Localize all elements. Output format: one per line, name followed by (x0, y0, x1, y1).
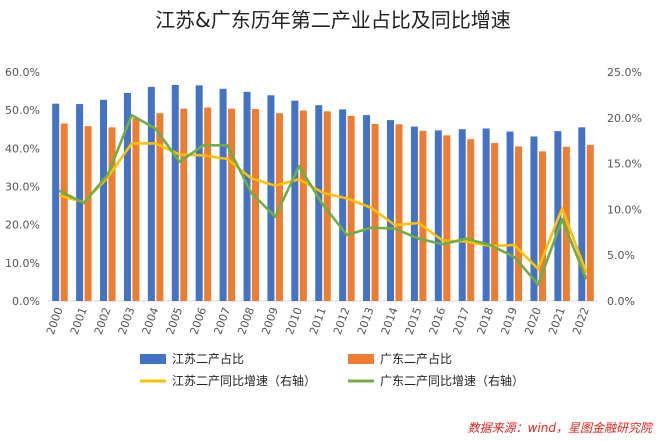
bar-jiangsu-2016 (434, 130, 442, 301)
x-tick-label: 2009 (259, 306, 281, 337)
lines-group (58, 113, 588, 286)
bar-guangdong-2007 (228, 108, 236, 301)
bar-guangdong-2022 (586, 144, 594, 301)
x-tick-label: 2022 (570, 306, 592, 337)
legend-label: 江苏二产占比 (172, 351, 244, 366)
x-tick-label: 2014 (379, 306, 401, 337)
x-tick-label: 2002 (92, 306, 114, 337)
bar-guangdong-2011 (323, 111, 331, 301)
bar-guangdong-2010 (299, 110, 307, 301)
x-tick-label: 2007 (211, 306, 233, 337)
x-tick-label: 2006 (187, 306, 209, 337)
left-tick-label: 0.0% (12, 295, 40, 308)
x-tick-label: 2013 (355, 306, 377, 337)
x-tick-label: 2003 (116, 306, 138, 337)
bar-jiangsu-2004 (147, 86, 155, 301)
chart-title: 江苏&广东历年第二产业占比及同比增速 (155, 8, 511, 32)
bar-jiangsu-2017 (458, 129, 466, 301)
x-tick-label: 2020 (522, 306, 544, 337)
right-tick-label: 25.0% (607, 66, 642, 79)
x-tick-label: 2015 (403, 306, 425, 337)
legend-swatch (140, 354, 166, 364)
bar-guangdong-2005 (180, 108, 188, 301)
source-note: 数据来源：wind，星图金融研究院 (468, 421, 654, 435)
bar-guangdong-2000 (60, 123, 68, 302)
bar-jiangsu-2008 (243, 91, 251, 301)
bar-guangdong-2006 (204, 107, 212, 302)
legend-label: 广东二产占比 (380, 351, 452, 366)
bar-jiangsu-2001 (76, 104, 84, 301)
legend-swatch (348, 354, 374, 364)
bar-jiangsu-2018 (482, 128, 490, 301)
x-tick-label: 2016 (427, 306, 449, 337)
bar-jiangsu-2006 (195, 85, 203, 301)
bar-guangdong-2020 (538, 151, 546, 301)
bar-guangdong-2017 (467, 139, 475, 301)
bar-jiangsu-2009 (267, 95, 275, 301)
x-tick-label: 2017 (451, 306, 473, 337)
bar-jiangsu-2005 (171, 84, 179, 301)
x-tick-label: 2012 (331, 306, 353, 337)
bar-jiangsu-2020 (530, 136, 538, 301)
bar-guangdong-2016 (443, 135, 451, 301)
bar-guangdong-2003 (132, 118, 140, 301)
bar-guangdong-2008 (252, 109, 260, 301)
left-tick-label: 40.0% (5, 142, 40, 155)
legend-label: 广东二产同比增速（右轴） (380, 373, 524, 388)
bar-guangdong-2001 (84, 126, 92, 302)
bar-guangdong-2015 (419, 130, 427, 301)
left-tick-label: 60.0% (5, 66, 40, 79)
left-tick-label: 10.0% (5, 257, 40, 270)
x-tick-label: 2000 (44, 306, 66, 337)
bar-guangdong-2013 (371, 123, 379, 301)
x-tick-label: 2005 (164, 306, 186, 337)
bar-guangdong-2002 (108, 127, 116, 301)
right-tick-label: 0.0% (607, 295, 635, 308)
x-tick-label: 2011 (307, 306, 329, 337)
bar-guangdong-2012 (347, 115, 355, 302)
bar-jiangsu-2000 (52, 103, 60, 301)
left-tick-label: 30.0% (5, 181, 40, 194)
bar-jiangsu-2002 (100, 99, 108, 301)
line-guangdong-growth (58, 113, 588, 286)
bars-group (52, 84, 594, 302)
bar-jiangsu-2012 (339, 109, 347, 301)
x-tick-label: 2018 (474, 306, 496, 337)
x-tick-label: 2010 (283, 306, 305, 337)
right-axis-ticks: 0.0% 5.0% 10.0% 15.0% 20.0% 25.0% (607, 66, 642, 308)
bar-guangdong-2018 (491, 142, 499, 301)
legend-label: 江苏二产同比增速（右轴） (172, 373, 316, 388)
bar-guangdong-2014 (395, 124, 403, 301)
left-tick-label: 50.0% (5, 104, 40, 117)
bar-jiangsu-2003 (123, 92, 131, 301)
right-tick-label: 5.0% (607, 249, 635, 262)
bar-jiangsu-2010 (291, 100, 299, 301)
bar-guangdong-2021 (562, 146, 570, 301)
bar-jiangsu-2013 (363, 115, 371, 302)
right-tick-label: 15.0% (607, 158, 642, 171)
bar-jiangsu-2019 (506, 131, 514, 301)
right-tick-label: 20.0% (607, 112, 642, 125)
bar-jiangsu-2011 (315, 105, 323, 301)
x-tick-label: 2021 (546, 306, 568, 337)
bar-jiangsu-2015 (410, 126, 418, 301)
x-tick-label: 2019 (498, 306, 520, 337)
right-tick-label: 10.0% (607, 203, 642, 216)
bar-guangdong-2019 (515, 146, 523, 301)
x-tick-label: 2001 (68, 306, 90, 337)
left-tick-label: 20.0% (5, 219, 40, 232)
left-axis-ticks: 0.0% 10.0% 20.0% 30.0% 40.0% 50.0% 60.0% (5, 66, 40, 308)
bar-jiangsu-2022 (578, 127, 586, 301)
x-axis-ticks: 2000 2001 2002 2003 2004 2005 2006 2007 2008 2009… (44, 306, 592, 337)
bar-jiangsu-2007 (219, 88, 227, 301)
x-tick-label: 2004 (140, 306, 162, 337)
bar-jiangsu-2014 (386, 120, 394, 301)
line-jiangsu-growth (58, 142, 588, 274)
x-tick-label: 2008 (235, 306, 257, 337)
bar-guangdong-2004 (156, 113, 164, 301)
